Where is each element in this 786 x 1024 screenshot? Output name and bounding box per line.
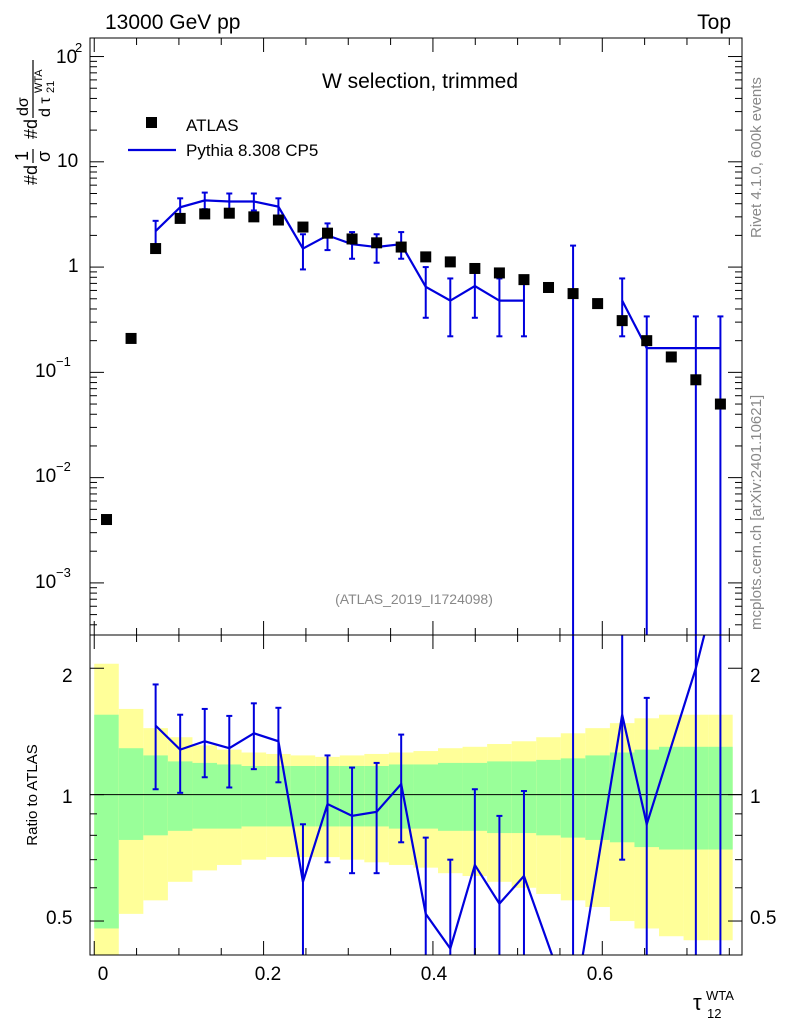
ylabel-d1: #d bbox=[21, 165, 41, 185]
band-inner-bin bbox=[585, 755, 610, 840]
atlas-data-point bbox=[444, 256, 456, 268]
band-inner-bin bbox=[118, 748, 144, 840]
band-inner-bin bbox=[438, 762, 463, 831]
atlas-data-point bbox=[420, 251, 432, 263]
ytick-label-1e0: 1 bbox=[68, 256, 79, 277]
xtick-labels: 0 0.2 0.4 0.6 bbox=[98, 964, 614, 985]
atlas-data-point bbox=[101, 514, 113, 526]
ratio-ytick-right-05: 0.5 bbox=[750, 908, 776, 929]
ytick-label-1e1: 10 bbox=[57, 151, 78, 172]
ratio-ytick-right-1: 1 bbox=[750, 787, 761, 808]
ratio-ytick-right-2: 2 bbox=[750, 666, 761, 687]
ratio-marks bbox=[152, 635, 722, 955]
atlas-data-point bbox=[592, 298, 604, 310]
atlas-data-point bbox=[346, 233, 358, 245]
atlas-data-point bbox=[150, 243, 162, 255]
main-ytick-labels: 10 2 10 1 10 −1 10 −2 10 −3 bbox=[35, 40, 82, 593]
band-inner-bin bbox=[413, 764, 439, 829]
atlas-data-point bbox=[125, 332, 137, 344]
analysis-id: (ATLAS_2019_I1724098) bbox=[335, 591, 493, 607]
atlas-data-point bbox=[714, 398, 726, 410]
xlabel-tau: τ bbox=[693, 990, 702, 1015]
atlas-data-point bbox=[223, 207, 235, 219]
ytick-exp-1em1: −1 bbox=[56, 354, 71, 369]
xtick-label-04: 0.4 bbox=[421, 964, 448, 985]
ytick-label-1e2: 10 bbox=[56, 47, 77, 68]
ratio-ytick-left-2: 2 bbox=[62, 666, 73, 687]
ytick-label-1em2: 10 bbox=[35, 466, 56, 487]
legend-pythia-label: Pythia 8.308 CP5 bbox=[186, 141, 318, 160]
atlas-data-point bbox=[567, 288, 579, 300]
ylabel-one: 1 bbox=[12, 151, 32, 161]
ratio-ytick-labels: 2 1 0.5 2 1 0.5 bbox=[46, 666, 776, 929]
atlas-data-point bbox=[493, 267, 505, 279]
ratio-ytick-left-1: 1 bbox=[62, 787, 73, 808]
ratio-ytick-left-05: 0.5 bbox=[46, 908, 72, 929]
xaxis-label: τ WTA 12 bbox=[693, 988, 734, 1021]
ratio-clipped-group bbox=[152, 635, 722, 955]
pythia-series-line bbox=[154, 199, 524, 302]
ylabel-dtau: d τ bbox=[37, 97, 54, 117]
band-inner-bin bbox=[290, 766, 316, 827]
atlas-data-point bbox=[248, 211, 260, 223]
main-title: W selection, trimmed bbox=[322, 70, 518, 93]
atlas-data-point bbox=[174, 212, 186, 224]
ylabel-sub: 21 bbox=[45, 81, 57, 93]
ytick-exp-1em2: −2 bbox=[56, 459, 71, 474]
axis-ticks bbox=[90, 38, 742, 955]
atlas-data-point bbox=[469, 262, 481, 274]
xtick-label-02: 0.2 bbox=[255, 964, 281, 985]
main-ylabel: #d 1 σ #d dσ d τ 21 WTA bbox=[12, 60, 57, 185]
ratio-ylabel: Ratio to ATLAS bbox=[24, 744, 41, 845]
ytick-exp-1e2: 2 bbox=[75, 40, 82, 55]
atlas-data-point bbox=[371, 237, 383, 249]
ylabel-sigma: σ bbox=[34, 151, 54, 162]
pythia-series-line bbox=[621, 300, 721, 350]
atlas-data-point bbox=[641, 335, 653, 347]
legend-atlas-marker bbox=[146, 117, 157, 128]
ytick-exp-1em3: −3 bbox=[56, 565, 71, 580]
band-inner-bin bbox=[536, 759, 561, 836]
atlas-data-point bbox=[690, 374, 702, 386]
ylabel-d2: #d bbox=[21, 119, 41, 139]
atlas-data-point bbox=[543, 281, 555, 293]
xlabel-sub: 12 bbox=[707, 1006, 721, 1021]
xtick-label-0: 0 bbox=[98, 964, 109, 985]
rivet-label: Rivet 4.1.0, 600k events bbox=[748, 77, 765, 238]
ylabel-dsigma: dσ bbox=[15, 97, 32, 116]
main-marks bbox=[101, 191, 726, 635]
band-inner-bin bbox=[241, 766, 267, 827]
ylabel-sup: WTA bbox=[33, 69, 45, 93]
atlas-data-point bbox=[272, 214, 284, 226]
atlas-data-point bbox=[322, 227, 334, 239]
mcplots-label: mcplots.cern.ch [arXiv:2401.10621] bbox=[748, 395, 765, 630]
header-right: Top bbox=[697, 11, 731, 34]
band-inner-bin bbox=[94, 714, 119, 929]
legend-atlas-label: ATLAS bbox=[186, 116, 239, 135]
atlas-data-point bbox=[297, 221, 309, 233]
atlas-data-point bbox=[616, 315, 628, 327]
header-left: 13000 GeV pp bbox=[105, 11, 240, 34]
atlas-data-point bbox=[665, 351, 677, 363]
ytick-label-1em1: 10 bbox=[35, 361, 56, 382]
atlas-data-point bbox=[199, 208, 211, 220]
ytick-label-1em3: 10 bbox=[35, 572, 56, 593]
xtick-label-06: 0.6 bbox=[587, 964, 613, 985]
xlabel-sup: WTA bbox=[706, 988, 734, 1003]
atlas-data-point bbox=[518, 274, 530, 286]
atlas-data-point bbox=[395, 241, 407, 253]
band-inner-bin bbox=[659, 746, 684, 850]
